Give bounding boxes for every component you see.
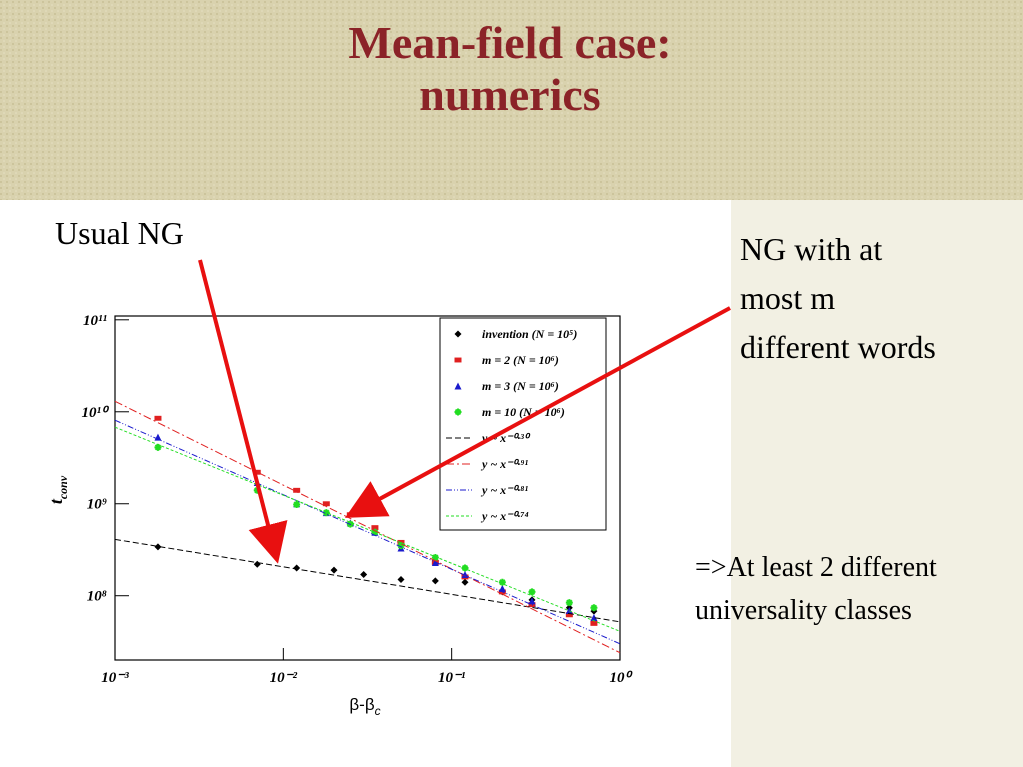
slide-title: numerics xyxy=(419,69,600,120)
y-axis-label: tconv xyxy=(46,475,70,504)
arrow xyxy=(198,259,288,564)
data-point xyxy=(590,620,598,626)
data-point xyxy=(253,469,261,475)
y-tick-label: 10⁸ xyxy=(87,589,107,605)
data-point xyxy=(461,564,469,572)
fit-line xyxy=(114,426,621,632)
annotation: =>At least 2 different xyxy=(695,552,937,583)
data-point xyxy=(154,543,162,551)
y-tick-label: 10¹⁰ xyxy=(81,405,109,421)
data-point xyxy=(590,613,598,621)
data-point xyxy=(330,566,338,574)
legend-box xyxy=(439,317,607,531)
data-point xyxy=(590,604,598,612)
data-point xyxy=(528,602,536,608)
data-point xyxy=(461,571,469,579)
y-tick-label: 10¹¹ xyxy=(83,313,107,329)
data-point xyxy=(322,501,330,507)
data-point xyxy=(293,501,301,509)
data-point xyxy=(565,599,573,607)
legend-label: m = 10 (N = 10⁶) xyxy=(482,405,565,419)
x-tick-label: 10⁰ xyxy=(609,670,633,686)
x-axis-label-main: β-β xyxy=(349,695,374,714)
data-point xyxy=(154,443,162,451)
data-point xyxy=(293,487,301,493)
annotation: Usual NG xyxy=(55,215,184,251)
legend-label: y ~ x⁻⁰·⁸¹ xyxy=(480,483,528,497)
arrow xyxy=(344,306,731,518)
data-point xyxy=(498,584,506,592)
data-point xyxy=(371,525,379,531)
chart: 10⁻³ 10⁻² 10⁻¹ 10⁰ 10⁸ 10⁹ 10¹⁰ 10¹¹ β-βc tconv in… xyxy=(46,313,633,718)
slide-title: Mean-field case: xyxy=(348,17,671,68)
data-point xyxy=(565,612,573,618)
data-point xyxy=(454,408,462,416)
fit-line xyxy=(114,538,621,623)
legend-label: invention (N = 10⁵) xyxy=(482,327,577,341)
plot-frame xyxy=(114,315,621,661)
legend-label: y ~ x⁻⁰·⁷⁴ xyxy=(480,509,529,523)
y-axis-label-main: t xyxy=(46,498,66,504)
data-point xyxy=(454,357,462,363)
annotation: most m xyxy=(740,280,835,316)
annotation: NG with at xyxy=(740,231,882,267)
x-tick-label: 10⁻³ xyxy=(101,670,129,686)
data-point xyxy=(397,576,405,584)
side-panel xyxy=(731,200,1023,767)
title-band xyxy=(0,0,1023,200)
data-point xyxy=(528,597,536,605)
legend-label: y ~ x⁻⁰·⁹¹ xyxy=(480,457,528,471)
data-point xyxy=(431,554,439,562)
data-point xyxy=(565,607,573,615)
data-point xyxy=(360,571,368,579)
data-point xyxy=(431,577,439,585)
data-point xyxy=(454,382,462,390)
x-axis-label-sub: c xyxy=(375,704,381,718)
annotation: universality classes xyxy=(695,595,912,626)
y-tick-label: 10⁹ xyxy=(87,497,107,513)
legend-label: m = 3 (N = 10⁶) xyxy=(482,379,559,393)
data-point xyxy=(454,330,462,338)
y-axis-label-sub: conv xyxy=(56,475,70,499)
legend-label: m = 2 (N = 10⁶) xyxy=(482,353,559,367)
fit-line xyxy=(114,419,621,645)
data-point xyxy=(397,542,405,550)
x-tick-label: 10⁻¹ xyxy=(438,670,465,686)
annotation: different words xyxy=(740,329,936,365)
data-point xyxy=(528,588,536,596)
x-axis-label: β-βc xyxy=(349,695,380,718)
data-point xyxy=(498,578,506,586)
legend-label: y ~ x⁻⁰·³⁰ xyxy=(480,431,531,445)
fit-line xyxy=(114,400,621,654)
data-point xyxy=(154,415,162,421)
x-tick-label: 10⁻² xyxy=(270,670,298,686)
data-point xyxy=(461,578,469,586)
